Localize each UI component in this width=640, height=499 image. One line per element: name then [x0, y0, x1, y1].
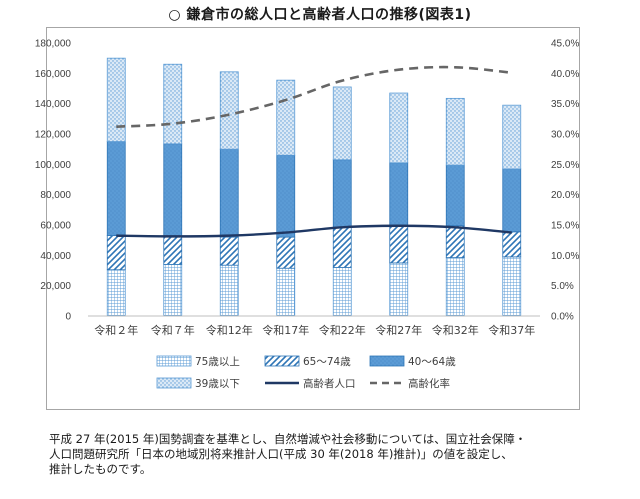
x-tick-label: 令和27年: [375, 323, 422, 337]
bar-segment: [445, 97, 465, 166]
y-left-tick-label: 40,000: [40, 251, 71, 262]
bar-segment: [276, 154, 296, 238]
bar-segment: [389, 225, 409, 264]
bar-segment: [332, 226, 352, 268]
y-left-tick-label: 120,000: [35, 130, 72, 141]
bar-segment: [389, 262, 409, 317]
bar-segment: [332, 86, 352, 161]
legend-label: 65～74歳: [303, 356, 351, 368]
y-right-tick-label: 0.0%: [551, 312, 574, 323]
aging-rate-line: [116, 65, 512, 129]
x-tick-label: 令和37年: [488, 323, 535, 337]
chart: 0 20,000 40,000 60,000 80,000 100,000 120,000 1…: [35, 39, 580, 391]
legend: 75歳以上 65～74歳 40～64歳 39歳以下 高齢者人口 高齢化率: [156, 355, 456, 390]
y-right-tick-label: 5.0%: [551, 281, 574, 292]
legend-swatch: [369, 355, 405, 367]
legend-swatch: [264, 355, 300, 367]
y-left-tick-label: 60,000: [40, 221, 71, 232]
y-right-tick-label: 35.0%: [551, 99, 579, 110]
bar-segment: [219, 236, 239, 266]
y-left-tick-label: 0: [65, 312, 71, 323]
bar-segment: [389, 162, 409, 227]
footnote-line: 推計したものです。: [49, 462, 152, 476]
legend-swatch: [156, 377, 192, 389]
bar-segment: [106, 57, 126, 142]
bar-segment: [502, 256, 522, 317]
legend-label: 40～64歳: [408, 356, 456, 368]
bar-segment: [276, 267, 296, 317]
bar-segment: [445, 225, 465, 259]
bar-segment: [106, 269, 126, 317]
bar-segment: [106, 235, 126, 271]
footnote-line: 平成 27 年(2015 年)国勢調査を基準とし、自然増減や社会移動については、…: [49, 432, 527, 446]
y-right-tick-label: 40.0%: [551, 69, 579, 80]
x-tick-label: 令和22年: [319, 323, 366, 337]
elderly-population-line: [116, 224, 512, 238]
bar-segment: [219, 71, 239, 150]
bar-segment: [502, 104, 522, 170]
bar-segment: [332, 267, 352, 317]
y-left-tick-label: 100,000: [35, 160, 72, 171]
y-left-tick-label: 20,000: [40, 281, 71, 292]
axes-layer: 0 20,000 40,000 60,000 80,000 100,000 120,000 1…: [35, 39, 580, 338]
bar-segment: [445, 257, 465, 317]
y-right-tick-label: 15.0%: [551, 221, 579, 232]
bar-segment: [219, 264, 239, 317]
y-right-tick-label: 20.0%: [551, 190, 579, 201]
y-right-tick-label: 30.0%: [551, 130, 579, 141]
chart-frame: [46, 27, 580, 410]
y-right-tick-label: 25.0%: [551, 160, 579, 171]
y-left-tick-label: 140,000: [35, 99, 72, 110]
y-left-tick-label: 80,000: [40, 190, 71, 201]
y-left-tick-label: 160,000: [35, 69, 72, 80]
x-tick-label: 令和２年: [94, 323, 138, 337]
legend-swatch: [156, 355, 192, 367]
bars-layer: [106, 57, 522, 317]
bar-segment: [219, 148, 239, 238]
y-right-tick-label: 10.0%: [551, 251, 579, 262]
y-left-tick-label: 180,000: [35, 39, 72, 50]
x-tick-label: 令和７年: [151, 323, 195, 337]
bar-segment: [163, 63, 183, 145]
legend-label: 高齢化率: [408, 377, 450, 390]
bar-segment: [502, 231, 522, 258]
x-tick-label: 令和12年: [206, 323, 253, 337]
chart-title: ○ 鎌倉市の総人口と高齢者人口の推移(図表1): [168, 7, 472, 23]
footnote-line: 人口問題研究所「日本の地域別将来推計人口(平成 30 年(2018 年)推計)」…: [49, 447, 513, 461]
x-tick-label: 令和32年: [432, 323, 479, 337]
bar-segment: [163, 143, 183, 237]
bar-segment: [276, 79, 296, 156]
legend-label: 高齢者人口: [303, 377, 356, 390]
y-right-tick-label: 45.0%: [551, 39, 579, 50]
bar-segment: [276, 236, 296, 269]
bar-segment: [389, 92, 409, 164]
footnote: 平成 27 年(2015 年)国勢調査を基準とし、自然増減や社会移動については、…: [49, 432, 609, 477]
bar-segment: [163, 264, 183, 317]
x-tick-label: 令和17年: [262, 323, 309, 337]
bar-segment: [332, 159, 352, 228]
lines-layer: [116, 65, 512, 238]
bar-segment: [106, 141, 126, 237]
legend-label: 39歳以下: [195, 378, 240, 390]
bar-segment: [445, 164, 465, 227]
legend-label: 75歳以上: [195, 356, 240, 368]
bar-segment: [163, 235, 183, 265]
bar-segment: [502, 168, 522, 233]
